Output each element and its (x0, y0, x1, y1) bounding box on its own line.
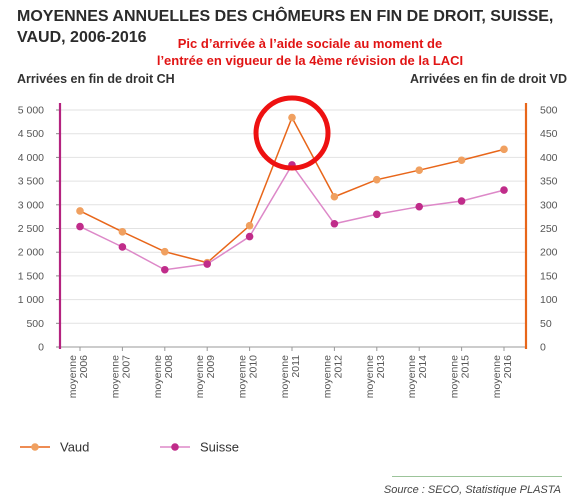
point-vaud (373, 175, 381, 184)
point-vaud (330, 192, 339, 201)
left-tick-label: 2 000 (18, 247, 44, 259)
left-tick-label: 1 000 (18, 294, 44, 306)
right-tick-label: 500 (540, 105, 558, 117)
x-tick-label: moyenne2016 (491, 355, 514, 398)
x-tick-label: moyenne2012 (321, 355, 344, 398)
point-suisse (373, 210, 381, 219)
right-tick-label: 450 (540, 128, 558, 140)
series-line-vaud (79, 115, 505, 264)
x-tick-label: moyenne2007 (109, 355, 132, 398)
legend-marker-suisse (171, 443, 179, 451)
left-tick-label: 4 000 (18, 152, 44, 164)
legend-label-vaud: Vaud (60, 440, 89, 455)
x-tick-label: moyenne2011 (279, 355, 302, 398)
left-axis-title: Arrivées en fin de droit CH (17, 72, 175, 86)
left-tick-label: 5 000 (18, 105, 44, 117)
x-tick-label: moyenne2015 (449, 355, 472, 398)
point-suisse (500, 186, 508, 194)
x-tick-label: moyenne2009 (194, 355, 217, 398)
point-vaud (245, 221, 254, 230)
left-tick-label: 1 500 (18, 270, 44, 282)
point-vaud (457, 156, 466, 165)
legend-marker-vaud (31, 443, 39, 451)
right-tick-label: 200 (540, 247, 558, 259)
peak-annotation: Pic d’arrivée à l’aide sociale au moment… (130, 35, 490, 69)
right-tick-label: 50 (540, 318, 552, 330)
right-tick-label: 150 (540, 270, 558, 282)
peak-highlight-circle (253, 95, 331, 171)
point-suisse (76, 222, 84, 231)
point-suisse (118, 243, 127, 251)
point-suisse (203, 260, 211, 268)
right-axis-title: Arrivées en fin de droit VD (410, 72, 567, 86)
point-suisse (457, 197, 466, 205)
point-vaud (288, 113, 296, 122)
annotation-line-2: l’entrée en vigueur de la 4ème révision … (156, 53, 464, 68)
left-tick-label: 0 (38, 342, 44, 354)
right-tick-label: 250 (540, 223, 558, 235)
left-tick-label: 500 (26, 318, 44, 330)
x-tick-label: moyenne2006 (67, 355, 90, 398)
left-tick-label: 3 000 (18, 199, 44, 211)
legend-label-suisse: Suisse (200, 440, 239, 455)
point-vaud (76, 207, 84, 215)
x-tick-label: moyenne2010 (237, 355, 260, 398)
point-vaud (415, 166, 424, 174)
point-suisse (330, 219, 339, 228)
x-tick-label: moyenne2014 (406, 355, 429, 398)
chart-title: MOYENNES ANNUELLES DES CHÔMEURS EN FIN D… (17, 8, 554, 46)
left-tick-label: 2 500 (18, 223, 44, 235)
source-divider (392, 476, 562, 477)
right-tick-label: 350 (540, 176, 558, 188)
x-tick-label: moyenne2008 (152, 355, 175, 398)
left-tick-label: 4 500 (18, 128, 44, 140)
point-vaud (161, 247, 169, 256)
right-tick-label: 100 (540, 294, 558, 306)
right-tick-label: 300 (540, 199, 558, 211)
right-tick-label: 400 (540, 152, 558, 164)
point-vaud (500, 145, 508, 154)
right-tick-label: 0 (540, 342, 546, 354)
point-suisse (415, 202, 424, 211)
point-suisse (245, 232, 254, 241)
annotation-line-1: Pic d’arrivée à l’aide sociale au moment… (177, 36, 443, 51)
point-suisse (161, 265, 169, 274)
source-note: Source : SECO, Statistique PLASTA (383, 484, 561, 496)
point-vaud (118, 228, 127, 236)
x-tick-label: moyenne2013 (364, 355, 387, 398)
left-tick-label: 3 500 (18, 176, 44, 188)
